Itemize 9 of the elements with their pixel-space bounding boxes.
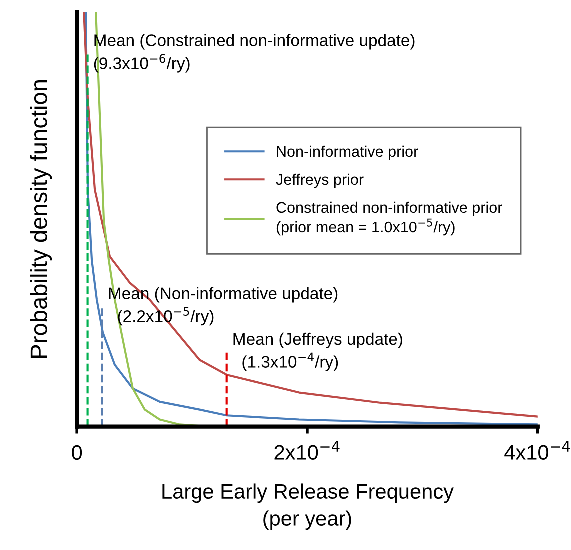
legend-label: Non-informative prior [277, 146, 418, 160]
annotation: Mean (Jeffreys update) (1.3x10$^{−4}$/ry) [234, 332, 402, 372]
legend-label: Jeffreys prior [276, 174, 364, 188]
x-tick-label: 0 [72, 445, 82, 460]
legend-label: Constrained non-informative prior (prior mean = 1.0x10$^{−5}$/ry) [276, 202, 502, 236]
x-tick-label: 2x10$^{−4}$ [274, 441, 340, 460]
x-tick-label: 4x10$^{−4}$ [504, 441, 570, 460]
x-axis-title: Large Early Release Frequency (per year) [162, 484, 454, 530]
y-axis-title: Probability density function [30, 80, 52, 358]
